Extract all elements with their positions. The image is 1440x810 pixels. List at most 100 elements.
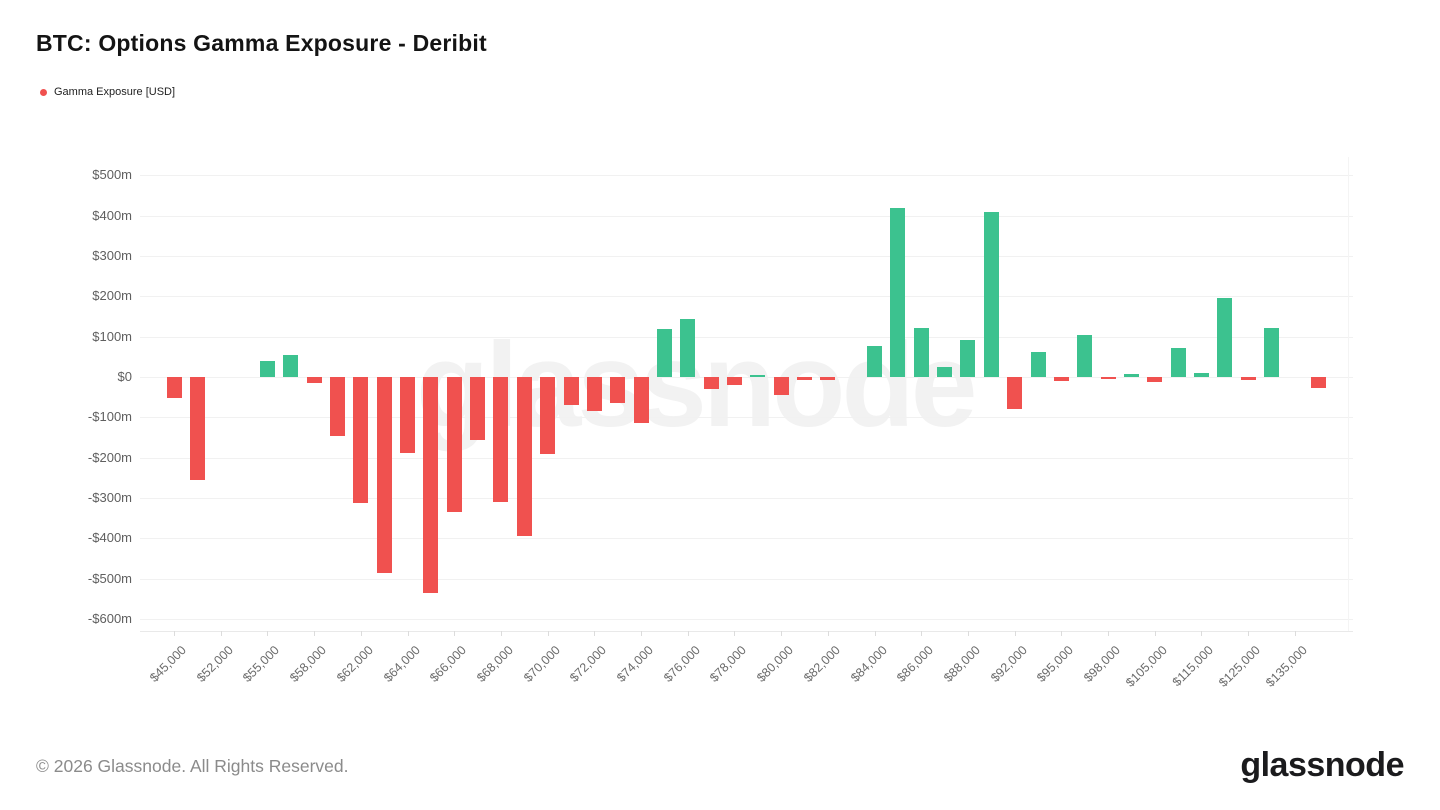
gamma-bar[interactable] bbox=[283, 354, 299, 377]
x-axis-tick bbox=[1154, 631, 1156, 636]
x-axis-tick bbox=[500, 631, 502, 636]
x-axis-tick bbox=[734, 631, 736, 636]
gamma-bar[interactable] bbox=[1147, 377, 1163, 383]
x-axis-line bbox=[140, 631, 1353, 632]
x-axis-tick-label: $95,000 bbox=[1034, 643, 1077, 685]
gamma-bar[interactable] bbox=[680, 318, 696, 377]
gamma-bar[interactable] bbox=[937, 367, 953, 377]
x-axis-tick-label: $125,000 bbox=[1216, 643, 1263, 690]
y-axis-tick-label: -$500m bbox=[87, 570, 132, 586]
x-axis-tick bbox=[1014, 631, 1016, 636]
x-axis-tick-label: $55,000 bbox=[240, 643, 283, 685]
legend-item-gamma-exposure[interactable]: Gamma Exposure [USD] bbox=[40, 86, 175, 98]
x-axis-tick-label: $45,000 bbox=[147, 643, 189, 685]
gamma-bar[interactable] bbox=[913, 327, 929, 377]
x-axis-tick bbox=[594, 631, 596, 636]
x-axis-tick-label: $105,000 bbox=[1122, 643, 1170, 690]
gamma-bar[interactable] bbox=[726, 377, 742, 386]
x-axis-tick bbox=[547, 631, 549, 636]
y-axis-tick-label: $300m bbox=[92, 247, 132, 263]
gamma-bar[interactable] bbox=[867, 345, 882, 377]
gamma-bar[interactable] bbox=[563, 377, 579, 406]
gamma-bar[interactable] bbox=[189, 377, 205, 480]
x-axis-tick-label: $70,000 bbox=[520, 643, 563, 685]
gamma-bar[interactable] bbox=[540, 377, 556, 454]
gamma-bar[interactable] bbox=[703, 377, 719, 390]
gamma-bar[interactable] bbox=[470, 377, 486, 440]
gamma-bar[interactable] bbox=[797, 377, 812, 380]
y-gridline bbox=[140, 296, 1353, 298]
gamma-bar[interactable] bbox=[820, 377, 836, 381]
gamma-bar[interactable] bbox=[983, 211, 999, 377]
x-axis-tick-label: $74,000 bbox=[614, 643, 656, 685]
gamma-bar[interactable] bbox=[1077, 335, 1093, 377]
gamma-bar[interactable] bbox=[1217, 297, 1233, 377]
y-gridline bbox=[140, 255, 1353, 257]
gamma-bar[interactable] bbox=[1053, 377, 1069, 381]
gamma-bar[interactable] bbox=[376, 377, 392, 573]
y-gridline bbox=[140, 538, 1353, 540]
y-axis-tick-label: $400m bbox=[92, 207, 132, 223]
x-axis-tick bbox=[1108, 631, 1109, 636]
x-axis-tick bbox=[174, 631, 175, 636]
gamma-bar[interactable] bbox=[330, 377, 345, 436]
x-axis-tick-label: $52,000 bbox=[193, 643, 236, 685]
gamma-bar[interactable] bbox=[306, 377, 322, 384]
gamma-bar[interactable] bbox=[610, 377, 626, 404]
gamma-bar[interactable] bbox=[1264, 327, 1279, 377]
x-axis-tick bbox=[967, 631, 969, 636]
gamma-bar[interactable] bbox=[400, 377, 415, 453]
gamma-bar[interactable] bbox=[516, 377, 532, 537]
x-axis-tick-label: $68,000 bbox=[473, 643, 516, 685]
legend-label: Gamma Exposure [USD] bbox=[54, 86, 176, 98]
x-axis-tick bbox=[1248, 631, 1250, 636]
watermark: glassnode bbox=[416, 318, 977, 452]
copyright-text: © 2026 Glassnode. All Rights Reserved. bbox=[36, 756, 349, 776]
gamma-bar[interactable] bbox=[890, 207, 906, 377]
x-axis-tick bbox=[1061, 631, 1063, 636]
x-axis-tick bbox=[781, 631, 783, 636]
gamma-bar[interactable] bbox=[1170, 347, 1186, 377]
y-axis-tick-label: $0 bbox=[117, 369, 132, 384]
x-axis-tick-label: $88,000 bbox=[940, 643, 983, 685]
gamma-bar[interactable] bbox=[633, 377, 649, 424]
y-axis-tick-label: -$600m bbox=[87, 611, 132, 627]
gamma-bar[interactable] bbox=[586, 377, 602, 412]
x-axis-tick-label: $66,000 bbox=[427, 643, 470, 685]
gamma-bar[interactable] bbox=[166, 377, 182, 399]
gamma-bar[interactable] bbox=[773, 377, 789, 396]
legend-marker-icon bbox=[40, 88, 47, 96]
x-axis-tick-label: $72,000 bbox=[567, 643, 610, 685]
x-axis-tick-label: $80,000 bbox=[754, 643, 796, 685]
gamma-bar[interactable] bbox=[259, 360, 275, 377]
y-axis-tick-label: -$300m bbox=[87, 490, 132, 506]
gamma-bar[interactable] bbox=[656, 328, 672, 377]
y-gridline bbox=[140, 578, 1353, 580]
gamma-bar[interactable] bbox=[1123, 373, 1139, 377]
gamma-bar[interactable] bbox=[353, 377, 369, 504]
gamma-bar[interactable] bbox=[1030, 351, 1046, 377]
gamma-bar[interactable] bbox=[1100, 377, 1116, 380]
y-gridline bbox=[140, 336, 1353, 338]
gamma-bar[interactable] bbox=[1310, 377, 1326, 389]
gamma-bar[interactable] bbox=[1007, 377, 1023, 410]
x-axis-tick-label: $76,000 bbox=[660, 643, 703, 685]
y-axis-tick-label: $100m bbox=[92, 328, 132, 344]
x-axis-tick-label: $78,000 bbox=[707, 643, 750, 685]
y-gridline bbox=[140, 619, 1353, 621]
gamma-bar[interactable] bbox=[493, 377, 509, 503]
x-axis-tick-label: $115,000 bbox=[1170, 643, 1217, 690]
x-axis-tick bbox=[454, 631, 456, 636]
gamma-bar[interactable] bbox=[960, 339, 976, 377]
gamma-bar[interactable] bbox=[1240, 377, 1256, 380]
x-axis-tick bbox=[360, 631, 362, 636]
x-axis-tick bbox=[921, 631, 923, 636]
gamma-bar[interactable] bbox=[1193, 373, 1209, 377]
x-axis-tick-label: $62,000 bbox=[333, 643, 376, 685]
x-axis-tick bbox=[827, 631, 829, 636]
y-axis-tick-label: $200m bbox=[92, 288, 132, 304]
gamma-bar[interactable] bbox=[423, 377, 439, 593]
gamma-bar[interactable] bbox=[446, 377, 462, 513]
gamma-bar[interactable] bbox=[750, 375, 766, 377]
